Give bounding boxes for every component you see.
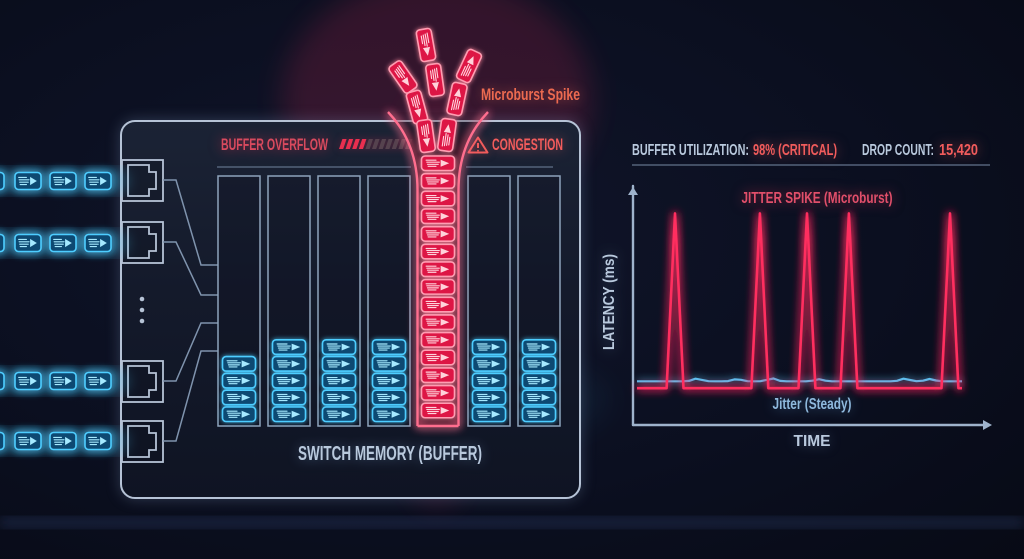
warning-triangle-icon	[467, 136, 489, 154]
switch-memory-label: SWITCH MEMORY (BUFFER)	[298, 442, 482, 465]
buffer-utilization-value: 98% (CRITICAL)	[753, 142, 837, 159]
chart-title: JITTER SPIKE (Microburst)	[742, 190, 893, 207]
buffer-overflow-title: BUFFER OVERFLOW	[221, 136, 328, 154]
y-axis-label: LATENCY (ms)	[601, 254, 618, 350]
hazard-stripes	[339, 139, 413, 149]
drop-count-value: 15,420	[939, 142, 978, 159]
steady-series-label: Jitter (Steady)	[773, 396, 852, 413]
switch-chassis	[120, 120, 581, 499]
drop-count-label: DROP COUNT:	[862, 142, 934, 159]
x-axis-label: TIME	[794, 433, 831, 450]
latency-chart	[628, 184, 992, 430]
congestion-label: CONGESTION	[492, 136, 563, 154]
microburst-spike-label: Microburst Spike	[481, 86, 580, 104]
incoming-packet-rows	[0, 168, 130, 454]
floor-glow	[0, 517, 1024, 528]
buffer-utilization-label: BUFFER UTILIZATION:	[632, 142, 749, 159]
stats-bar: BUFFER UTILIZATION: 98% (CRITICAL) DROP …	[632, 142, 990, 166]
overflow-stream	[387, 27, 489, 428]
